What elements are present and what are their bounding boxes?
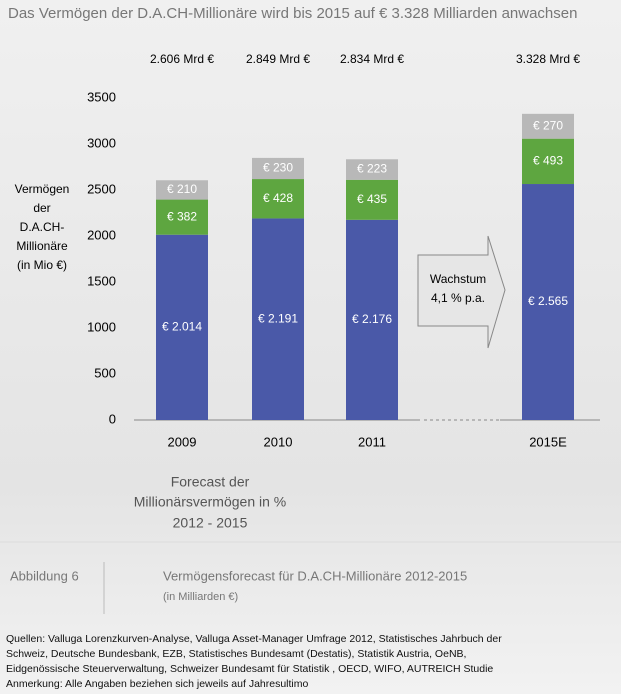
forecast-label: 2012 - 2015: [173, 515, 248, 531]
value-label: € 428: [263, 191, 293, 205]
bar-segment: [252, 179, 304, 219]
bar-segment: [522, 113, 574, 139]
y-tick-label: 1500: [87, 273, 116, 288]
value-label: € 435: [357, 192, 387, 206]
y-tick-label: 3000: [87, 135, 116, 150]
bar-segment: [522, 184, 574, 420]
value-label: € 2.014: [162, 320, 202, 334]
y-tick-label: 500: [94, 365, 116, 380]
y-axis-label: der: [33, 201, 50, 215]
total-label: 2.834 Mrd €: [340, 52, 404, 66]
sources: Quellen: Valluga Lorenzkurven-Analyse, V…: [6, 633, 502, 645]
caption-subtitle: (in Milliarden €): [163, 591, 238, 603]
bar-segment: [252, 218, 304, 420]
value-label: € 270: [533, 118, 563, 132]
forecast-label: Forecast der: [171, 474, 250, 490]
value-label: € 210: [167, 182, 197, 196]
caption-title: Vermögensforecast für D.A.CH-Millionäre …: [163, 568, 467, 583]
value-label: € 493: [533, 154, 563, 168]
y-tick-label: 2000: [87, 227, 116, 242]
sources: Eidgenössische Steuerverwaltung, Schweiz…: [6, 663, 493, 675]
x-tick-label: 2011: [358, 434, 386, 449]
y-tick-label: 2500: [87, 181, 116, 196]
bar-segment: [346, 159, 398, 180]
bar-segment: [156, 199, 208, 235]
y-axis-label: Millionäre: [16, 239, 68, 253]
forecast-label: Millionärsvermögen in %: [134, 494, 287, 510]
y-axis-label: D.A.CH-: [20, 220, 65, 234]
bar-segment: [346, 219, 398, 420]
figure-number: Abbildung 6: [10, 568, 79, 583]
value-label: € 2.191: [258, 311, 298, 325]
y-tick-label: 1000: [87, 319, 116, 334]
value-label: € 2.565: [528, 294, 568, 308]
y-axis-label: Vermögen: [15, 182, 70, 196]
annotation: 4,1 % p.a.: [431, 291, 485, 305]
x-tick-label: 2009: [168, 434, 197, 449]
x-tick-label: 2015E: [529, 434, 567, 449]
x-tick-label: 2010: [264, 434, 293, 449]
sources: Anmerkung: Alle Angaben beziehen sich je…: [6, 678, 309, 690]
annotation: Wachstum: [430, 272, 486, 286]
value-label: € 382: [167, 209, 197, 223]
bar-segment: [346, 179, 398, 220]
value-label: € 230: [263, 161, 293, 175]
value-label: € 223: [357, 162, 387, 176]
sources: Schweiz, Deutsche Bundesbank, EZB, Stati…: [6, 648, 466, 660]
bar-segment: [156, 180, 208, 200]
bar-segment: [252, 157, 304, 180]
bar-segment: [522, 138, 574, 185]
total-label: 3.328 Mrd €: [516, 52, 580, 66]
growth-arrow: [417, 235, 506, 349]
y-tick-label: 3500: [87, 89, 116, 104]
y-axis-label: (in Mio €): [17, 258, 67, 272]
bar-segment: [156, 234, 208, 420]
value-label: € 2.176: [352, 312, 392, 326]
y-tick-label: 0: [109, 411, 116, 426]
chart-title: Das Vermögen der D.A.CH-Millionäre wird …: [8, 5, 577, 22]
total-label: 2.606 Mrd €: [150, 52, 214, 66]
total-label: 2.849 Mrd €: [246, 52, 310, 66]
